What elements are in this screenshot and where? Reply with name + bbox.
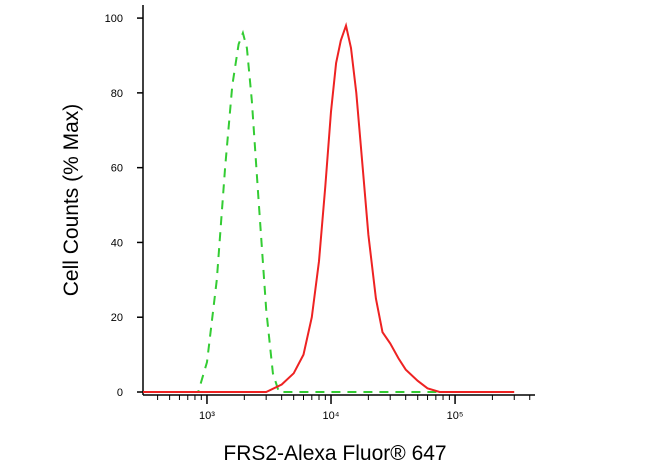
histogram-curve bbox=[143, 21, 515, 393]
y-tick-label: 80 bbox=[111, 88, 123, 100]
y-tick-label: 20 bbox=[111, 312, 123, 324]
x-axis-title: FRS2-Alexa Fluor® 647 bbox=[223, 442, 446, 465]
x-tick-label: 10⁵ bbox=[447, 410, 464, 422]
histogram-curve bbox=[143, 29, 465, 393]
x-tick-label: 10³ bbox=[199, 410, 215, 422]
y-tick-label: 60 bbox=[111, 163, 123, 175]
y-tick-label: 40 bbox=[111, 237, 123, 249]
x-tick-label: 10⁴ bbox=[323, 410, 340, 422]
y-tick-label: 100 bbox=[105, 13, 123, 25]
y-tick-label: 0 bbox=[117, 387, 123, 399]
y-axis-title: Cell Counts (% Max) bbox=[60, 104, 83, 297]
